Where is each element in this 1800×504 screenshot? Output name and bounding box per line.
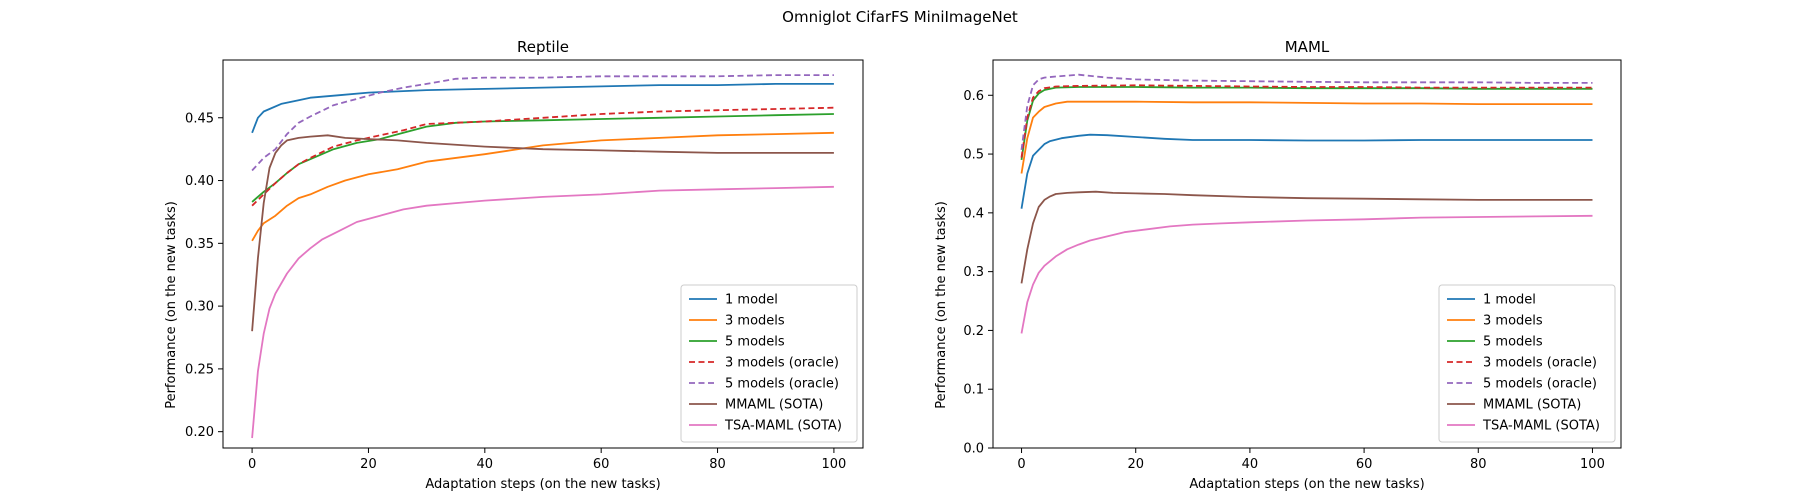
maml-series-line-7 [1020,214,1593,334]
maml-legend-label: MMAML (SOTA) [1483,398,1581,413]
reptile-xtick-label: 100 [821,457,846,472]
maml-legend-label: 3 models (oracle) [1483,356,1597,371]
reptile-legend-label: 3 models (oracle) [725,356,839,371]
maml-xtick-label: 40 [1242,457,1259,472]
maml-series-line-1 [1020,133,1593,209]
reptile-ytick-label: 0.25 [185,362,214,377]
maml-ytick-label: 0.2 [963,324,984,339]
reptile-series-line-1 [251,83,834,134]
maml-xtick-label: 0 [1017,457,1025,472]
reptile-legend-label: 5 models (oracle) [725,377,839,392]
reptile-series-line-7 [251,185,834,439]
reptile-xtick-label: 20 [360,457,377,472]
reptile-xtick-label: 80 [709,457,726,472]
maml-legend: 1 model 3 models 5 models 3 models (oracle)… [1438,284,1616,443]
maml-xtick-label: 80 [1470,457,1487,472]
maml-axes-frame [992,59,1622,449]
reptile-ytick-label: 0.45 [185,111,214,126]
maml-title: MAML [1285,38,1330,56]
maml-legend-box [1438,284,1616,443]
maml-xlabel: Adaptation steps (on the new tasks) [1189,477,1424,492]
reptile-xtick-label: 40 [477,457,494,472]
reptile-ytick-label: 0.20 [185,425,214,440]
reptile-ytick-label: 0.40 [185,174,214,189]
reptile-series-line-6 [251,134,834,332]
maml-series-line-2 [1020,100,1593,174]
reptile-xlabel: Adaptation steps (on the new tasks) [425,477,660,492]
maml-ytick-label: 0.0 [963,442,984,457]
reptile-series-line-2 [251,131,834,242]
reptile-legend-label: 5 models [725,335,785,350]
reptile-legend: 1 model 3 models 5 models 3 models (oracle)… [680,284,858,443]
maml-legend-label: TSA-MAML (SOTA) [1482,419,1600,434]
reptile-ytick-label: 0.35 [185,237,214,252]
reptile-xtick-label: 0 [248,457,256,472]
maml-ytick-label: 0.5 [963,148,984,163]
maml-ytick-label: 0.4 [963,206,984,221]
reptile-title: Reptile [517,38,569,56]
reptile-panel: Reptile Adaptation steps (on the new tas… [164,38,864,492]
maml-xtick-label: 20 [1127,457,1144,472]
reptile-ytick-label: 0.30 [185,300,214,315]
maml-xtick-label: 100 [1580,457,1605,472]
maml-legend-label: 1 model [1483,293,1536,308]
maml-ylabel: Performance (on the new tasks) [934,201,949,409]
reptile-xtick-label: 60 [593,457,610,472]
maml-ytick-label: 0.6 [963,89,984,104]
maml-series-line-6 [1020,190,1593,284]
reptile-legend-label: 1 model [725,293,778,308]
maml-series-line-3 [1020,86,1593,161]
figure-title: Omniglot CifarFS MiniImageNet [782,8,1018,26]
reptile-legend-label: 3 models [725,314,785,329]
maml-legend-label: 5 models (oracle) [1483,377,1597,392]
maml-legend-label: 3 models [1483,314,1543,329]
reptile-legend-label: TSA-MAML (SOTA) [724,419,842,434]
reptile-ylabel: Performance (on the new tasks) [164,201,179,409]
maml-ytick-label: 0.1 [963,383,984,398]
maml-panel: MAML Adaptation steps (on the new tasks)… [934,38,1622,492]
maml-series-line-5 [1020,73,1593,151]
maml-xtick-label: 60 [1356,457,1373,472]
reptile-series-line-5 [251,74,834,172]
reptile-axes-frame [222,59,864,449]
maml-series-line-4 [1020,84,1593,158]
reptile-series-line-4 [251,106,834,207]
maml-ytick-label: 0.3 [963,265,984,280]
maml-legend-label: 5 models [1483,335,1543,350]
reptile-legend-box [680,284,858,443]
reptile-legend-label: MMAML (SOTA) [725,398,823,413]
